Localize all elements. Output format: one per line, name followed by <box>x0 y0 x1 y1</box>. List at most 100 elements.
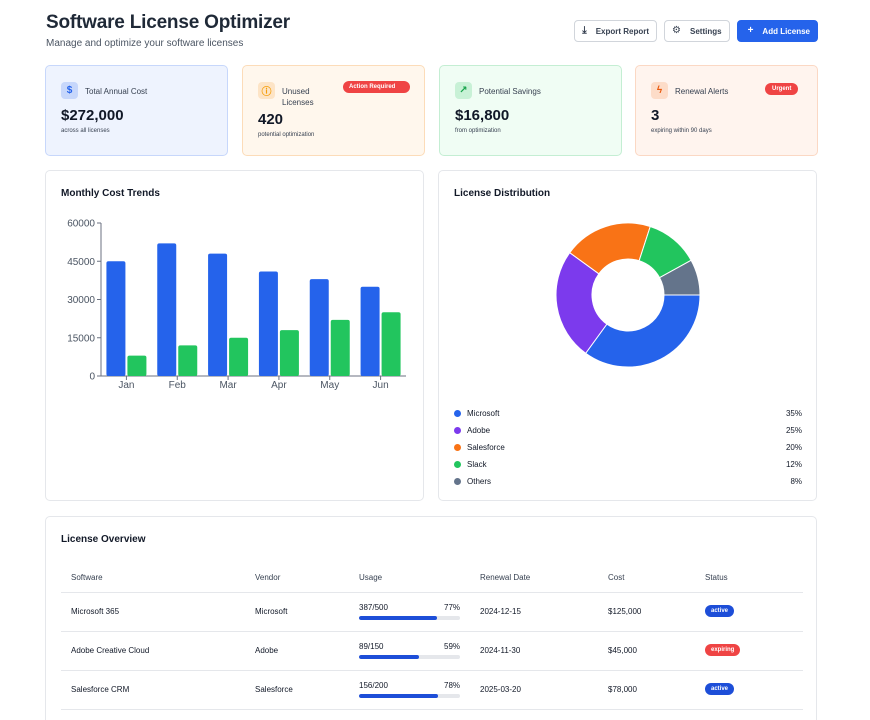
donut-slice-others[interactable] <box>658 259 701 296</box>
usage-percent: 77% <box>444 603 461 612</box>
usage-progress-fill <box>359 694 438 698</box>
bar-chart: 0 15000 30000 45000 60000 Jan Feb Mar Apr May Jun <box>67 219 406 391</box>
row-divider <box>61 709 803 710</box>
export-report-button[interactable]: ⤓ Export Report <box>574 20 658 42</box>
action-required-badge: Action Required <box>343 81 410 93</box>
bar-series-0[interactable] <box>360 286 380 376</box>
page-title: Software License Optimizer <box>46 12 290 33</box>
stat-label: Renewal Alerts <box>675 87 729 96</box>
table-cell-software: Salesforce CRM <box>71 685 130 694</box>
table-title: License Overview <box>61 534 146 545</box>
stat-label: Total Annual Cost <box>85 87 148 96</box>
bar-series-0[interactable] <box>309 279 329 376</box>
license-distribution-card: License Distribution Microsoft 35% Adobe 25… <box>438 170 817 501</box>
usage-count: 89/150 <box>359 642 384 651</box>
legend-percent: 12% <box>785 459 802 469</box>
table-cell-renewal-date: 2024-12-15 <box>480 607 521 616</box>
bar-series-0[interactable] <box>208 253 228 376</box>
bar-series-1[interactable] <box>279 330 299 376</box>
stat-card-unused-licenses: ⓘ Unused Licenses Action Required 420 po… <box>242 65 425 156</box>
stat-card-total-cost: $ Total Annual Cost $272,000 across all … <box>45 65 228 156</box>
x-tick-label: Jan <box>118 380 134 391</box>
table-cell-renewal-date: 2024-11-30 <box>480 646 521 655</box>
table-cell-software: Microsoft 365 <box>71 607 120 616</box>
urgent-badge: Urgent <box>765 83 799 95</box>
download-icon: ⤓ <box>582 25 587 36</box>
stat-value: $16,800 <box>455 107 510 124</box>
col-header-renewal-date[interactable]: Renewal Date <box>480 573 531 582</box>
table-cell-vendor: Salesforce <box>255 685 293 694</box>
donut-slice-microsoft[interactable] <box>584 294 701 368</box>
add-license-label: Add License <box>762 26 810 36</box>
legend-item-adobe[interactable]: Adobe 25% <box>454 424 802 436</box>
y-tick-label: 45000 <box>67 257 95 268</box>
bar-series-0[interactable] <box>157 243 177 376</box>
status-badge: active <box>705 683 735 695</box>
table-cell-cost: $45,000 <box>608 646 637 655</box>
legend-label: Salesforce <box>467 442 505 452</box>
x-tick-label: Jun <box>373 380 389 391</box>
dollar-icon: $ <box>61 82 78 99</box>
usage-count: 156/200 <box>359 681 388 690</box>
table-cell-vendor: Adobe <box>255 646 279 655</box>
stat-card-potential-savings: ↗ Potential Savings $16,800 from optimiz… <box>439 65 622 156</box>
stat-value: $272,000 <box>61 107 124 124</box>
settings-button[interactable]: ⚙ Settings <box>664 20 730 42</box>
usage-progress-bar <box>359 694 460 698</box>
monthly-cost-trends-card: Monthly Cost Trends 0 15000 30000 45000 6000… <box>45 170 424 501</box>
legend-percent: 20% <box>785 442 802 452</box>
bar-series-1[interactable] <box>381 312 401 376</box>
bar-series-1[interactable] <box>330 319 350 376</box>
row-divider <box>61 670 803 671</box>
stat-label: Unused Licenses <box>282 87 314 107</box>
stat-subtext: across all licenses <box>61 128 110 134</box>
bar-series-1[interactable] <box>127 355 147 376</box>
table-cell-cost: $125,000 <box>608 607 642 616</box>
bar-series-0[interactable] <box>106 261 126 376</box>
usage-count: 387/500 <box>359 603 388 612</box>
col-header-usage[interactable]: Usage <box>359 573 383 582</box>
stat-label: Potential Savings <box>479 87 541 96</box>
usage-progress-bar <box>359 655 460 659</box>
legend-item-microsoft[interactable]: Microsoft 35% <box>454 407 802 419</box>
bar-series-0[interactable] <box>258 271 278 376</box>
page-subtitle: Manage and optimize your software licens… <box>46 38 244 49</box>
stat-value: 420 <box>258 111 284 128</box>
legend-item-slack[interactable]: Slack 12% <box>454 458 802 470</box>
stat-card-renewal-alerts: ϟ Renewal Alerts Urgent 3 expiring withi… <box>635 65 818 156</box>
usage-progress-fill <box>359 616 437 620</box>
stat-value: 3 <box>651 107 660 124</box>
legend-item-salesforce[interactable]: Salesforce 20% <box>454 441 802 453</box>
col-header-status[interactable]: Status <box>705 573 728 582</box>
add-license-button[interactable]: + Add License <box>736 20 818 42</box>
usage-percent: 59% <box>444 642 461 651</box>
bar-series-1[interactable] <box>229 337 249 376</box>
export-report-label: Export Report <box>595 26 650 36</box>
stat-subtext: expiring within 90 days <box>651 128 712 134</box>
col-header-cost[interactable]: Cost <box>608 573 625 582</box>
page-header: Software License Optimizer Manage and op… <box>46 12 818 54</box>
status-badge: expiring <box>705 644 741 656</box>
row-divider <box>61 631 803 632</box>
usage-percent: 78% <box>444 681 461 690</box>
legend-swatch <box>454 460 461 468</box>
alert-circle-icon: ⓘ <box>258 82 275 99</box>
table-cell-software: Adobe Creative Cloud <box>71 646 150 655</box>
license-overview-card: License Overview Software Vendor Usage R… <box>45 516 817 720</box>
legend-item-others[interactable]: Others 8% <box>454 475 802 487</box>
legend-swatch <box>454 477 461 485</box>
x-tick-label: Feb <box>169 380 187 391</box>
x-tick-label: May <box>320 380 339 391</box>
x-tick-label: Apr <box>271 380 287 391</box>
stat-subtext: from optimization <box>455 128 501 134</box>
legend-percent: 25% <box>785 425 802 435</box>
header-divider <box>61 592 803 593</box>
y-tick-label: 60000 <box>67 219 95 230</box>
col-header-software[interactable]: Software <box>71 573 103 582</box>
bar-series-1[interactable] <box>178 345 198 376</box>
col-header-vendor[interactable]: Vendor <box>255 573 281 582</box>
table-cell-vendor: Microsoft <box>255 607 288 616</box>
table-cell-cost: $78,000 <box>608 685 637 694</box>
donut-chart <box>555 222 701 368</box>
zap-icon: ϟ <box>651 82 668 99</box>
